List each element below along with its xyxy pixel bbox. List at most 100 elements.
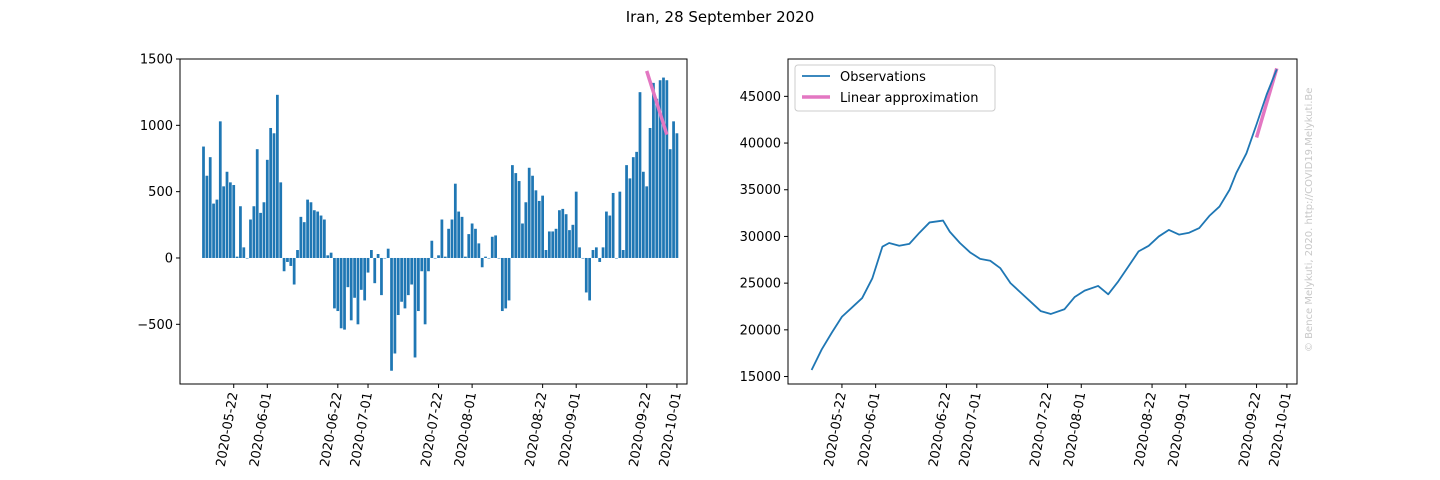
daily-bar bbox=[484, 256, 487, 258]
daily-bar bbox=[665, 80, 669, 258]
daily-bar bbox=[608, 215, 612, 258]
daily-bar bbox=[363, 257, 367, 301]
daily-bar bbox=[366, 257, 370, 273]
daily-bar bbox=[625, 165, 628, 258]
daily-bar bbox=[631, 157, 635, 258]
left-ytick-label: 500 bbox=[148, 185, 173, 200]
right-ytick-label: 30000 bbox=[740, 230, 781, 245]
daily-bar bbox=[453, 183, 457, 258]
daily-bar bbox=[645, 186, 649, 258]
daily-bar bbox=[504, 257, 508, 309]
linear-approximation-line bbox=[645, 70, 669, 136]
daily-bar bbox=[265, 159, 269, 258]
right-x-axis-ticks: 2020-05-22 2020-06-01 2020-06-22 2020-07-01… bbox=[822, 384, 1295, 468]
daily-bar bbox=[500, 257, 504, 312]
daily-bar bbox=[235, 256, 239, 258]
figure-title: Iran, 28 September 2020 bbox=[626, 8, 815, 26]
daily-bar bbox=[312, 210, 316, 258]
daily-bar bbox=[252, 206, 256, 258]
left-xtick-label: 2020-09-01 bbox=[556, 391, 584, 468]
left-ytick-label: 1000 bbox=[140, 119, 173, 134]
left-xtick-label: 2020-08-01 bbox=[452, 391, 480, 468]
daily-bar bbox=[309, 202, 313, 258]
daily-bar bbox=[359, 257, 363, 290]
daily-bar bbox=[621, 250, 625, 258]
daily-bar bbox=[202, 146, 205, 258]
daily-bar bbox=[638, 92, 642, 258]
daily-bar bbox=[541, 195, 544, 258]
left-xtick-label: 2020-09-22 bbox=[627, 391, 655, 468]
daily-bar bbox=[574, 191, 578, 258]
daily-bar bbox=[507, 257, 511, 301]
right-xtick-label: 2020-06-01 bbox=[856, 391, 884, 468]
right-ytick-label: 35000 bbox=[740, 183, 781, 198]
daily-bar bbox=[423, 257, 427, 325]
daily-bar bbox=[286, 257, 289, 262]
left-x-axis-ticks: 2020-05-22 2020-06-01 2020-06-22 2020-07-01… bbox=[214, 384, 685, 468]
daily-bar bbox=[561, 208, 565, 258]
daily-bar bbox=[464, 256, 467, 258]
right-xtick-label: 2020-09-01 bbox=[1166, 391, 1194, 468]
daily-bar bbox=[655, 98, 659, 258]
daily-bar bbox=[447, 228, 450, 258]
daily-bar bbox=[467, 234, 471, 258]
daily-bar bbox=[511, 165, 514, 258]
daily-bar bbox=[245, 257, 249, 259]
daily-bar bbox=[581, 257, 585, 259]
observations-line bbox=[810, 68, 1278, 371]
daily-bar bbox=[417, 257, 420, 312]
daily-bar bbox=[383, 257, 387, 259]
daily-bar bbox=[437, 255, 440, 258]
bar-series bbox=[202, 77, 679, 371]
line-series bbox=[810, 67, 1279, 371]
daily-bar bbox=[390, 257, 393, 371]
daily-bar bbox=[440, 219, 444, 258]
daily-bar bbox=[554, 228, 558, 258]
right-xtick-label: 2020-08-22 bbox=[1132, 391, 1160, 468]
right-ytick-label: 25000 bbox=[740, 277, 781, 292]
right-plot-frame bbox=[787, 58, 1298, 385]
daily-bar bbox=[326, 255, 330, 258]
daily-bar bbox=[497, 257, 501, 259]
daily-bar bbox=[343, 257, 346, 330]
right-xtick-label: 2020-07-22 bbox=[1028, 391, 1056, 468]
daily-bar bbox=[648, 127, 652, 258]
right-y-axis-ticks: 15000 20000 25000 30000 35000 40000 45000 bbox=[740, 90, 788, 385]
daily-bar bbox=[329, 252, 333, 258]
daily-bar bbox=[443, 256, 447, 258]
daily-bar bbox=[598, 257, 602, 262]
right-xtick-label: 2020-09-22 bbox=[1237, 391, 1265, 468]
daily-bar bbox=[430, 240, 434, 258]
daily-bar bbox=[658, 80, 662, 258]
daily-bar bbox=[239, 206, 242, 258]
daily-bar bbox=[282, 257, 286, 272]
left-ytick-label: −500 bbox=[137, 318, 173, 333]
daily-bar bbox=[413, 257, 417, 358]
daily-bar bbox=[336, 257, 340, 312]
daily-bar bbox=[635, 151, 639, 258]
daily-bar bbox=[615, 257, 618, 259]
daily-bar bbox=[571, 224, 575, 258]
right-xtick-label: 2020-10-01 bbox=[1267, 391, 1295, 468]
left-xtick-label: 2020-10-01 bbox=[657, 391, 685, 468]
daily-bar bbox=[551, 231, 555, 258]
right-xtick-label: 2020-07-01 bbox=[957, 391, 985, 468]
daily-bar bbox=[433, 257, 437, 259]
daily-bar bbox=[242, 247, 246, 258]
daily-bar bbox=[534, 190, 538, 258]
left-xtick-label: 2020-05-22 bbox=[214, 391, 242, 468]
daily-bar bbox=[611, 192, 615, 258]
daily-bar bbox=[474, 228, 477, 258]
daily-bar bbox=[275, 94, 279, 258]
daily-bar bbox=[319, 215, 323, 258]
daily-bar bbox=[410, 257, 414, 285]
daily-bar bbox=[370, 250, 373, 258]
daily-bar bbox=[249, 219, 252, 258]
daily-bar bbox=[537, 200, 541, 258]
daily-bar bbox=[212, 203, 215, 258]
daily-bar bbox=[262, 202, 266, 258]
daily-bar bbox=[668, 149, 672, 258]
daily-bar bbox=[675, 133, 679, 258]
